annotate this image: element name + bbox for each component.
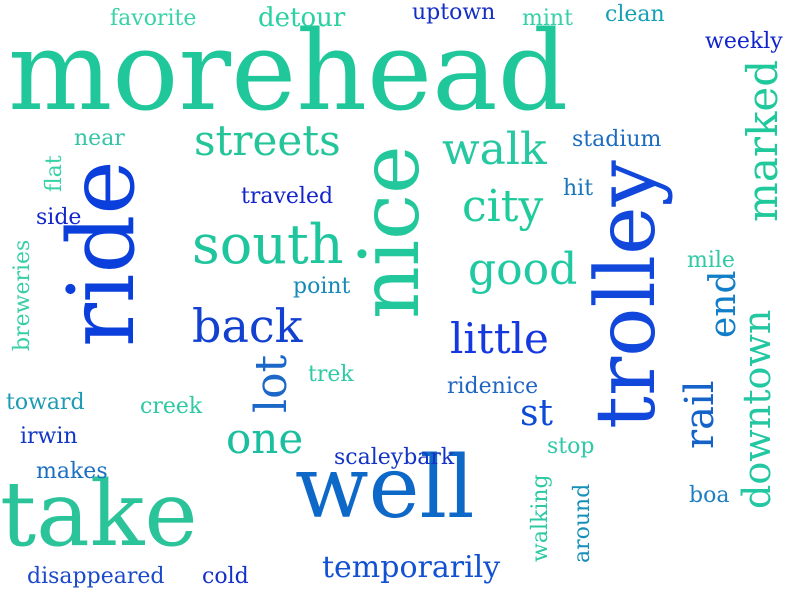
word-streets: streets: [194, 116, 341, 165]
word-hit: hit: [563, 176, 594, 201]
word-rail: rail: [677, 380, 723, 449]
word-disappeared: disappeared: [27, 564, 165, 589]
word-breweries: breweries: [10, 239, 35, 351]
word-end: end: [703, 270, 744, 338]
word-weekly: weekly: [705, 29, 783, 54]
word-city: city: [462, 181, 544, 232]
word-side: side: [36, 205, 82, 230]
word-trek: trek: [308, 362, 354, 387]
word-mile: mile: [687, 248, 735, 273]
word-downtown: downtown: [735, 309, 779, 509]
word-boa: boa: [689, 483, 730, 508]
word-south: south: [192, 213, 344, 276]
word-traveled: traveled: [241, 184, 334, 209]
word-clean: clean: [605, 2, 665, 27]
word-lot: lot: [246, 354, 297, 413]
word-marked: marked: [738, 59, 787, 222]
word-take: take: [0, 462, 198, 567]
word-walking: walking: [528, 474, 553, 562]
word-one: one: [226, 414, 304, 463]
word-back: back: [192, 299, 303, 353]
word-cold: cold: [202, 564, 249, 589]
word-ride: ride: [48, 160, 155, 347]
word-scaleybark: scaleybark: [334, 445, 455, 470]
word-temporarily: temporarily: [322, 550, 501, 585]
word-little: little: [450, 314, 549, 363]
word-uptown: uptown: [412, 0, 496, 25]
word-stop: stop: [547, 434, 595, 459]
word-around: around: [570, 483, 595, 563]
word-good: good: [468, 244, 578, 295]
word-toward: toward: [6, 390, 85, 415]
word-well: well: [295, 438, 475, 538]
word-favorite: favorite: [110, 6, 197, 31]
word-detour: detour: [258, 3, 346, 33]
word-flat: flat: [42, 155, 67, 192]
word-nice: nice: [343, 145, 438, 320]
word-ridenice: ridenice: [447, 374, 539, 399]
word-mint: mint: [522, 6, 573, 31]
word-point: point: [293, 274, 351, 299]
word-near: near: [74, 126, 125, 151]
word-trolley: trolley: [579, 160, 674, 429]
word-makes: makes: [36, 459, 108, 484]
word-stadium: stadium: [572, 127, 662, 152]
word-walk: walk: [442, 124, 547, 175]
word-st: st: [520, 393, 553, 434]
word-morehead: morehead: [8, 7, 569, 135]
word-irwin: irwin: [20, 424, 78, 449]
word-creek: creek: [140, 394, 203, 419]
